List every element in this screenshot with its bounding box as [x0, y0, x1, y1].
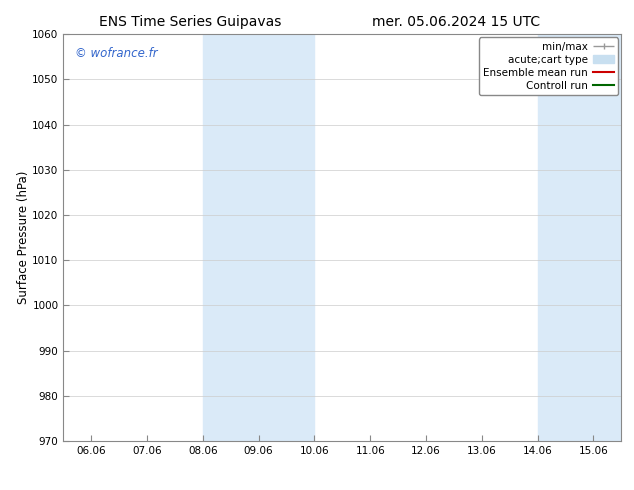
Text: ENS Time Series Guipavas: ENS Time Series Guipavas [99, 15, 281, 29]
Bar [203, 34, 314, 441]
Bar [538, 34, 621, 441]
Legend: min/max, acute;cart type, Ensemble mean run, Controll run: min/max, acute;cart type, Ensemble mean … [479, 37, 618, 95]
Y-axis label: Surface Pressure (hPa): Surface Pressure (hPa) [16, 171, 30, 304]
Text: © wofrance.fr: © wofrance.fr [75, 47, 157, 59]
Text: mer. 05.06.2024 15 UTC: mer. 05.06.2024 15 UTC [372, 15, 541, 29]
